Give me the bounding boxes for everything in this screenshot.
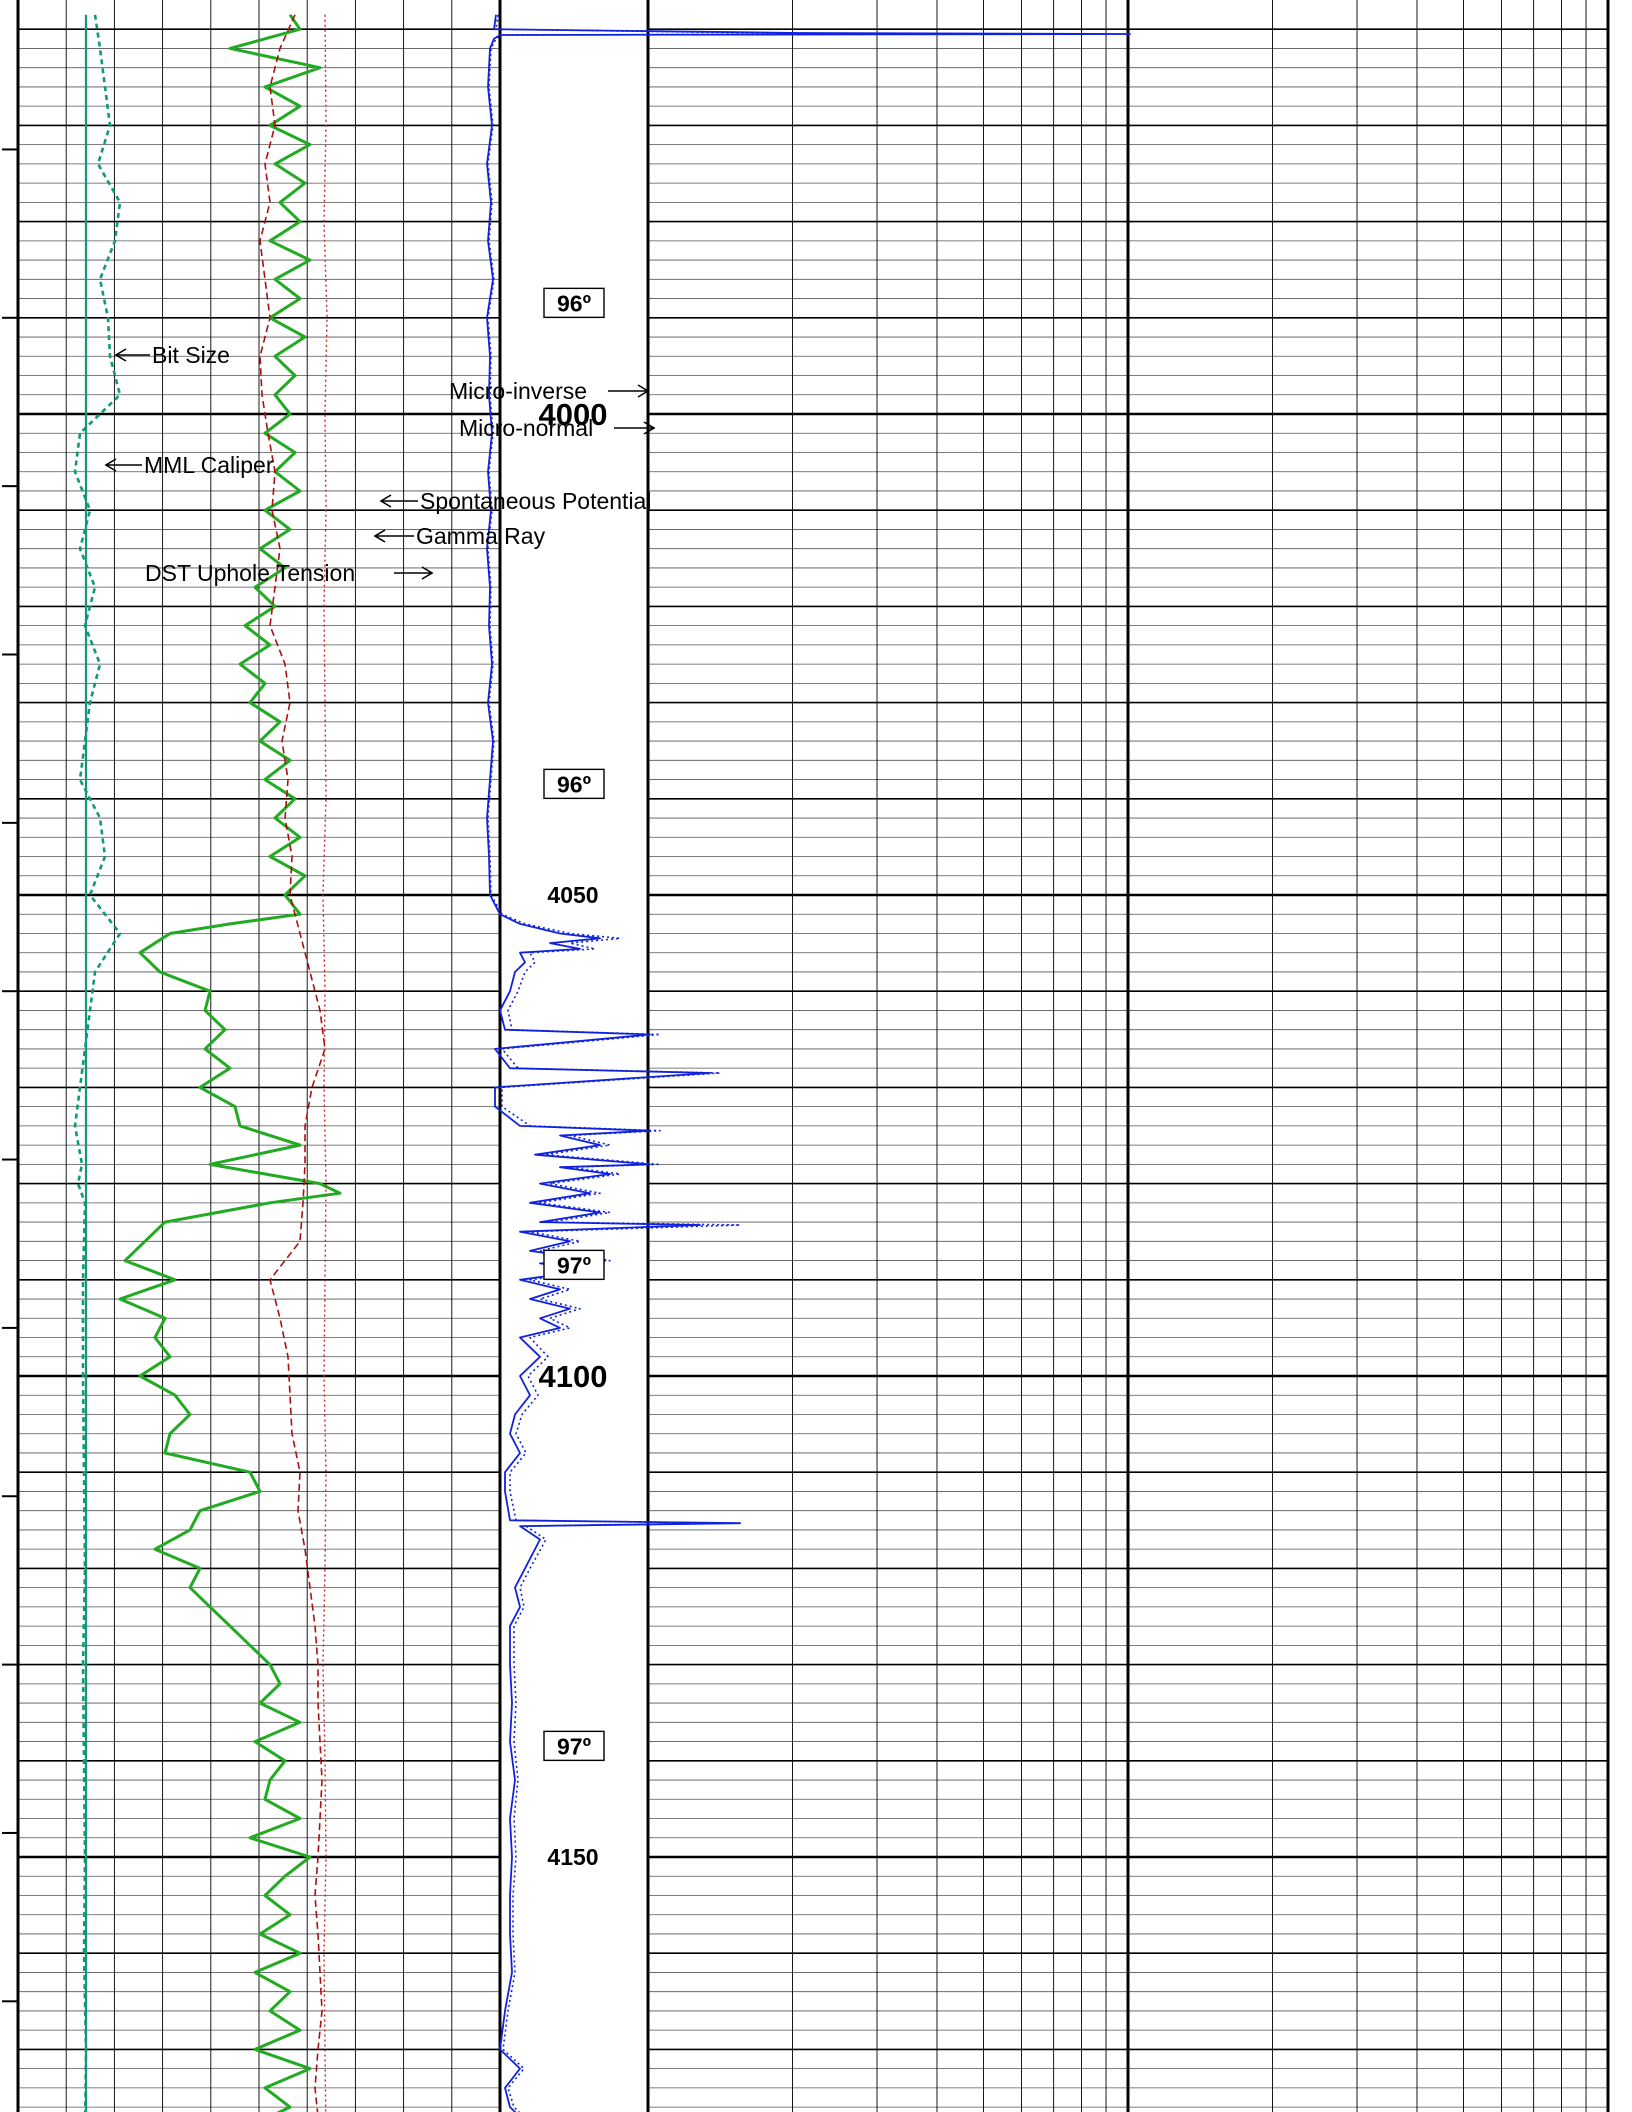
micro-inverse-curve: [486, 14, 1131, 2112]
temperature-box: [543, 1249, 605, 1281]
label-arrow-head: [104, 458, 117, 472]
label-bit-size: Bit Size: [152, 342, 230, 368]
gamma-ray-curve: [118, 13, 342, 2112]
label-gamma-ray: Gamma Ray: [416, 523, 546, 549]
depth-label: 4100: [539, 1359, 608, 1394]
depth-labels: 4000 4050 4100 4150 96º 96º 97º 97º: [539, 287, 608, 1870]
temperature-label: 96º: [557, 290, 591, 316]
spontaneous-potential-curve: [259, 14, 326, 2112]
temperature-box: [543, 287, 605, 319]
label-micro-normal: Micro-normal: [459, 415, 593, 441]
temperature-box: [543, 768, 605, 800]
right-track-grid: [646, 0, 1610, 2112]
label-arrow-head: [637, 384, 650, 398]
temperature-label: 97º: [557, 1252, 591, 1278]
label-arrow-head: [373, 529, 386, 543]
log-curves: [73, 13, 1131, 2112]
label-arrow-head: [379, 494, 392, 508]
label-micro-inverse: Micro-inverse: [449, 378, 587, 404]
label-dst-uphole-tension: DST Uphole Tension: [145, 560, 355, 586]
mml-caliper-curve: [73, 14, 122, 2112]
label-arrow-head: [421, 566, 434, 580]
curve-labels: Bit Size Micro-inverse Micro-normal MML Cal…: [104, 342, 656, 586]
depth-label: 4150: [547, 1844, 598, 1870]
temperature-box: [543, 1730, 605, 1762]
label-arrow-head: [643, 421, 656, 435]
label-arrow-head: [114, 348, 127, 362]
label-spontaneous-potential: Spontaneous Potential: [420, 488, 651, 514]
depth-label: 4000: [539, 397, 608, 432]
depth-ticks: [2, 148, 18, 2003]
label-mml-caliper: MML Caliper: [144, 452, 274, 478]
depth-label: 4050: [547, 882, 598, 908]
temperature-label: 96º: [557, 771, 591, 797]
temperature-label: 97º: [557, 1733, 591, 1759]
